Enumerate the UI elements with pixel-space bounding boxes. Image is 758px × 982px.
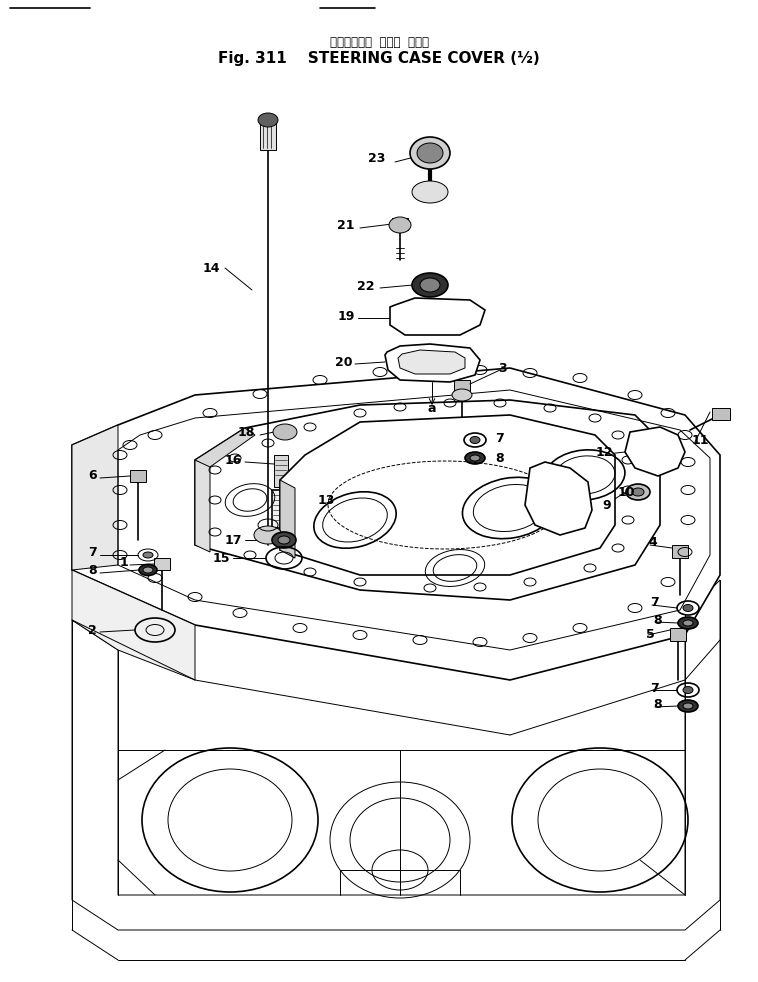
Text: 5: 5: [646, 627, 655, 640]
Ellipse shape: [273, 424, 297, 440]
Text: 11: 11: [692, 433, 709, 447]
Ellipse shape: [452, 389, 472, 401]
Text: 22: 22: [358, 280, 375, 293]
Bar: [670, 628, 686, 641]
Text: 20: 20: [334, 355, 352, 368]
Text: 8: 8: [653, 615, 662, 627]
Ellipse shape: [278, 536, 290, 544]
Bar: [672, 545, 688, 558]
Polygon shape: [525, 462, 592, 535]
Text: 12: 12: [596, 446, 613, 459]
Ellipse shape: [470, 455, 480, 461]
Polygon shape: [195, 400, 660, 600]
Text: 21: 21: [337, 219, 355, 232]
Bar: [260, 120, 276, 150]
Ellipse shape: [143, 552, 153, 558]
Polygon shape: [280, 415, 615, 575]
Bar: [154, 558, 170, 570]
Polygon shape: [195, 460, 210, 552]
Text: 1: 1: [119, 557, 128, 570]
Polygon shape: [72, 570, 195, 680]
Polygon shape: [280, 480, 295, 558]
Bar: [272, 490, 290, 528]
Polygon shape: [385, 344, 480, 382]
Bar: [454, 380, 470, 394]
Ellipse shape: [272, 532, 296, 548]
Text: 3: 3: [498, 361, 506, 374]
Ellipse shape: [258, 113, 278, 127]
Polygon shape: [390, 298, 485, 335]
Ellipse shape: [683, 686, 693, 693]
Ellipse shape: [410, 137, 450, 169]
Ellipse shape: [143, 567, 153, 573]
Ellipse shape: [626, 484, 650, 500]
Text: 14: 14: [202, 261, 220, 275]
Bar: [712, 408, 730, 420]
Text: 4: 4: [648, 536, 656, 550]
Text: 17: 17: [224, 533, 242, 547]
Text: 7: 7: [650, 682, 659, 694]
Text: 8: 8: [653, 698, 662, 712]
Ellipse shape: [470, 437, 480, 444]
Polygon shape: [625, 427, 685, 476]
Text: 2: 2: [88, 624, 97, 636]
Text: 13: 13: [318, 494, 335, 507]
Ellipse shape: [683, 620, 693, 626]
Bar: [130, 470, 146, 482]
Text: 15: 15: [212, 552, 230, 565]
Ellipse shape: [683, 605, 693, 612]
Text: Fig. 311    STEERING CASE COVER (½): Fig. 311 STEERING CASE COVER (½): [218, 50, 540, 66]
Ellipse shape: [389, 217, 411, 233]
Polygon shape: [398, 350, 465, 374]
Ellipse shape: [412, 273, 448, 297]
Bar: [392, 218, 408, 230]
Text: ステアリング  ケース  カバー: ステアリング ケース カバー: [330, 35, 428, 48]
Ellipse shape: [417, 143, 443, 163]
Text: 23: 23: [368, 151, 385, 165]
Polygon shape: [195, 428, 255, 467]
Ellipse shape: [678, 700, 698, 712]
Ellipse shape: [420, 278, 440, 292]
Ellipse shape: [254, 526, 282, 544]
Ellipse shape: [683, 703, 693, 709]
Ellipse shape: [632, 488, 644, 496]
Text: 8: 8: [495, 452, 503, 464]
Ellipse shape: [548, 493, 568, 507]
Text: 18: 18: [237, 425, 255, 439]
Text: 19: 19: [337, 309, 355, 322]
Text: 8: 8: [89, 565, 97, 577]
Polygon shape: [72, 580, 720, 930]
Text: a: a: [428, 402, 437, 414]
Text: 7: 7: [88, 547, 97, 560]
Bar: [274, 455, 288, 487]
Text: 16: 16: [224, 454, 242, 466]
Text: 7: 7: [495, 431, 504, 445]
Ellipse shape: [412, 181, 448, 203]
Ellipse shape: [465, 452, 485, 464]
Ellipse shape: [139, 565, 157, 575]
Text: 10: 10: [618, 485, 635, 499]
Text: 9: 9: [602, 499, 611, 512]
Ellipse shape: [678, 617, 698, 629]
Text: 7: 7: [650, 596, 659, 610]
Polygon shape: [72, 368, 720, 680]
Text: 6: 6: [89, 468, 97, 481]
Polygon shape: [72, 425, 118, 570]
